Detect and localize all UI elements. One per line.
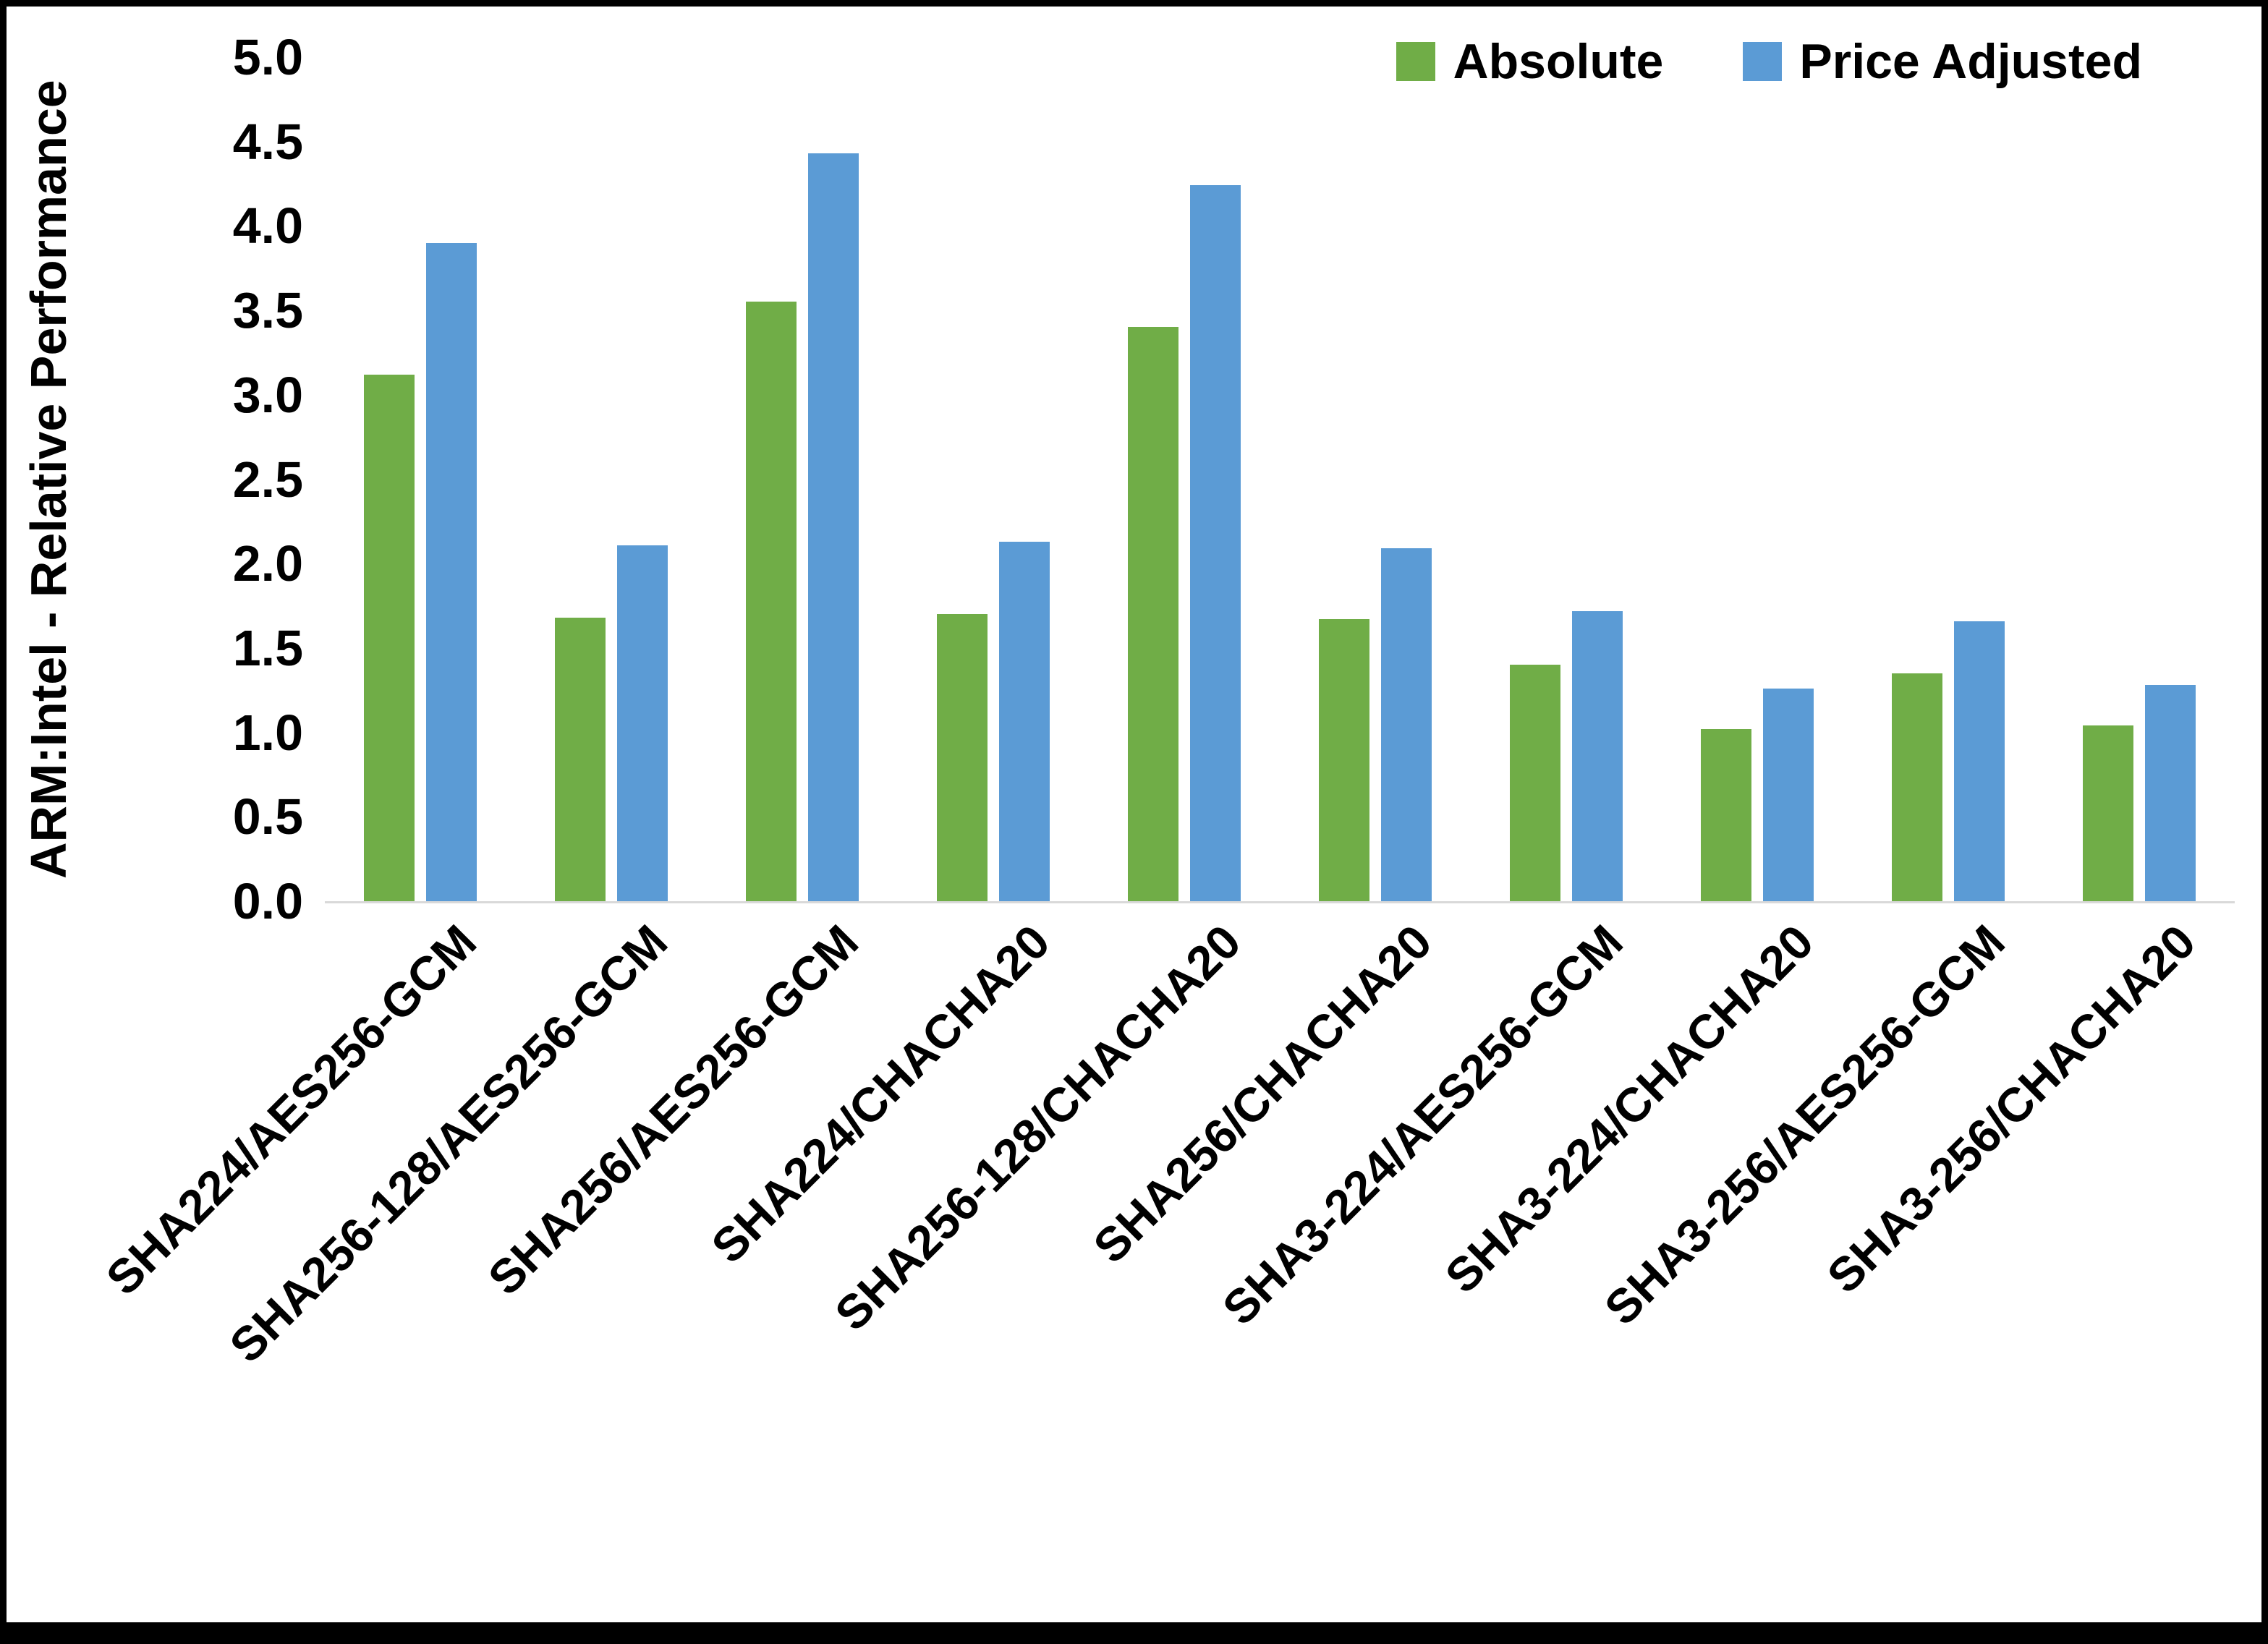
bar-price-adjusted — [1763, 688, 1814, 901]
bar-group — [1089, 57, 1280, 901]
bar-absolute — [1128, 327, 1178, 901]
bar-price-adjusted — [1381, 548, 1432, 901]
bar-price-adjusted — [2145, 685, 2196, 901]
bar-price-adjusted — [1190, 185, 1241, 901]
x-category-label: SHA256/CHACHA20 — [1082, 914, 1442, 1274]
x-category-label: SHA3-224/CHACHA20 — [1435, 914, 1824, 1303]
bar-price-adjusted — [1572, 610, 1623, 901]
legend-swatch-price-adjusted — [1743, 42, 1783, 81]
bar-price-adjusted — [617, 545, 668, 901]
bar-group — [516, 57, 707, 901]
bar-absolute — [1892, 673, 1942, 901]
y-tick-label: 0.0 — [232, 873, 303, 929]
bar-group — [2044, 57, 2235, 901]
bar-group — [1471, 57, 1662, 901]
y-tick-label: 1.0 — [232, 704, 303, 761]
bar-group — [1662, 57, 1853, 901]
bar-group — [707, 57, 898, 901]
y-tick-label: 2.5 — [232, 451, 303, 508]
bar-group — [1280, 57, 1471, 901]
legend-item-price-adjusted: Price Adjusted — [1743, 37, 2142, 86]
y-tick-label: 2.0 — [232, 535, 303, 592]
bar-group — [898, 57, 1089, 901]
legend-label-price-adjusted: Price Adjusted — [1799, 34, 2142, 89]
bar-absolute — [2083, 725, 2133, 901]
bar-price-adjusted — [999, 541, 1050, 901]
legend-item-absolute: Absolute — [1396, 37, 1663, 86]
y-tick-label: 1.5 — [232, 619, 303, 676]
bar-price-adjusted — [1954, 621, 2005, 901]
bar-group — [325, 57, 516, 901]
plot-area — [325, 57, 2235, 903]
bar-absolute — [1510, 665, 1560, 901]
y-tick-label: 4.0 — [232, 197, 303, 255]
x-category-label: SHA3-224/AES256-GCM — [1212, 914, 1633, 1335]
y-tick-label: 3.5 — [232, 282, 303, 339]
x-category-label: SHA3-256/CHACHA20 — [1817, 914, 2206, 1303]
y-tick-label: 5.0 — [232, 29, 303, 85]
bar-absolute — [364, 374, 415, 901]
bar-absolute — [555, 617, 606, 901]
bar-group — [1853, 57, 2044, 901]
bar-price-adjusted — [808, 153, 859, 901]
bar-price-adjusted — [426, 242, 477, 901]
legend-swatch-absolute — [1396, 42, 1436, 81]
bar-absolute — [746, 302, 797, 901]
bar-absolute — [937, 614, 988, 901]
x-category-label: SHA224/CHACHA20 — [700, 914, 1060, 1274]
y-tick-label: 0.5 — [232, 788, 303, 846]
x-category-label: SHA256/AES256-GCM — [477, 914, 869, 1306]
legend-label-absolute: Absolute — [1453, 34, 1664, 89]
bar-absolute — [1701, 728, 1751, 901]
y-tick-label: 4.5 — [232, 113, 303, 170]
y-axis-title: ARM:Intel - Relative Performance — [20, 80, 77, 879]
bar-absolute — [1319, 619, 1369, 901]
y-axis-ticks: 0.0 0.5 1.0 1.5 2.0 2.5 3.0 3.5 4.0 4.5 5.0 — [86, 32, 303, 927]
x-category-label: SHA3-256/AES256-GCM — [1594, 914, 2015, 1335]
x-category-label: SHA224/AES256-GCM — [95, 914, 487, 1306]
legend: Absolute Price Adjusted — [1396, 37, 2142, 86]
x-category-label: SHA256-128/CHACHA20 — [824, 914, 1251, 1341]
y-tick-label: 3.0 — [232, 366, 303, 423]
